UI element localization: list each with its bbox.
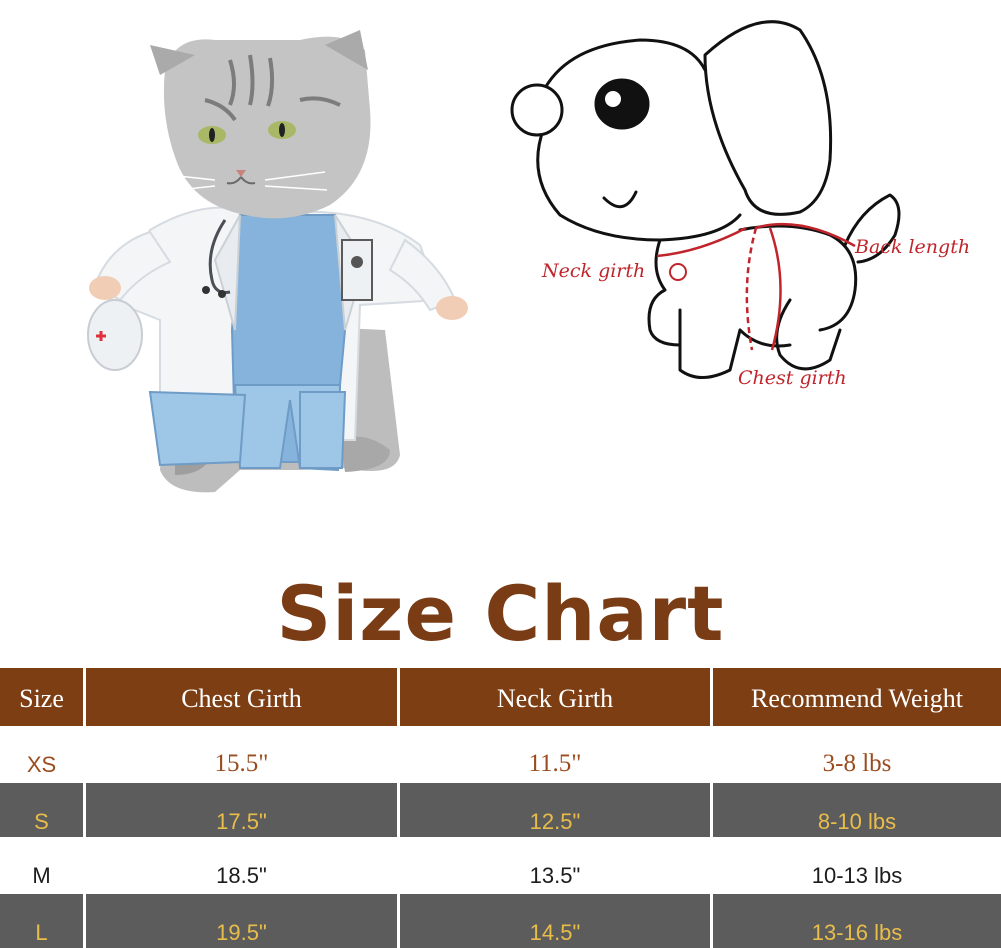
cell-size: L	[0, 891, 83, 948]
cat-doctor-costume-photo	[87, 30, 468, 493]
cell-weight: 3-8 lbs	[710, 726, 1001, 780]
table-row: M 18.5" 13.5" 10-13 lbs	[0, 837, 1001, 891]
table-header-row: Size Chest Girth Neck Girth Recommend We…	[0, 668, 1001, 726]
cell-weight: 10-13 lbs	[710, 837, 1001, 891]
cell-neck-girth: 13.5"	[397, 837, 710, 891]
product-image-area: Neck girth Back length Chest girth	[87, 20, 970, 493]
cell-weight: 8-10 lbs	[710, 780, 1001, 837]
cell-chest-girth: 15.5"	[83, 726, 397, 780]
cell-neck-girth: 12.5"	[397, 780, 710, 837]
dog-measurement-diagram	[510, 20, 901, 379]
cell-chest-girth: 19.5"	[83, 891, 397, 948]
table-row: XS 15.5" 11.5" 3-8 lbs	[0, 726, 1001, 780]
cell-size: S	[0, 780, 83, 837]
header-chest-girth: Chest Girth	[83, 668, 397, 726]
chest-girth-label: Chest girth	[738, 367, 847, 389]
size-chart-title: Size Chart	[276, 569, 725, 658]
neck-girth-label: Neck girth	[541, 260, 645, 282]
cell-chest-girth: 18.5"	[83, 837, 397, 891]
header-recommend-weight: Recommend Weight	[710, 668, 1001, 726]
cell-weight: 13-16 lbs	[710, 891, 1001, 948]
cell-size: M	[0, 837, 83, 891]
cell-neck-girth: 14.5"	[397, 891, 710, 948]
back-length-label: Back length	[854, 236, 970, 258]
cell-neck-girth: 11.5"	[397, 726, 710, 780]
table-row: S 17.5" 12.5" 8-10 lbs	[0, 780, 1001, 837]
header-size: Size	[0, 668, 83, 726]
table-row: L 19.5" 14.5" 13-16 lbs	[0, 891, 1001, 948]
size-table: Size Chest Girth Neck Girth Recommend We…	[0, 668, 1001, 948]
cell-chest-girth: 17.5"	[83, 780, 397, 837]
header-neck-girth: Neck Girth	[397, 668, 710, 726]
measurement-lines	[656, 222, 856, 351]
cell-size: XS	[0, 726, 83, 780]
